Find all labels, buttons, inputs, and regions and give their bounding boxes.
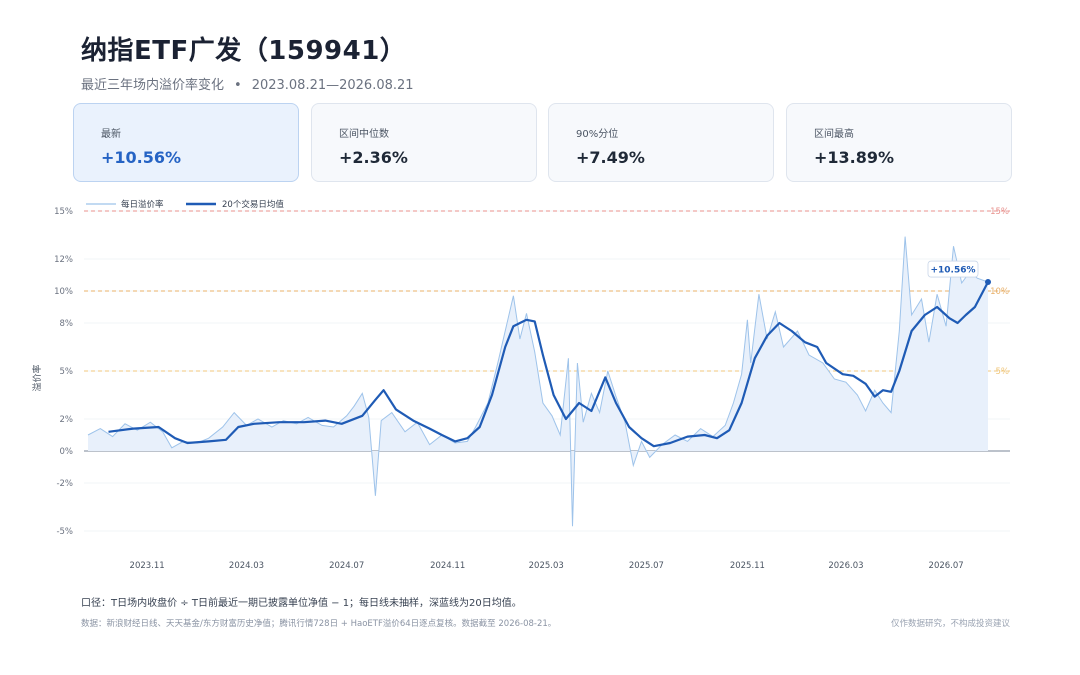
stat-card-latest[interactable]: 最新 +10.56% bbox=[73, 103, 299, 182]
series-line-daily bbox=[87, 236, 989, 527]
y-tick-label: -2% bbox=[56, 479, 73, 489]
reference-label: 5% bbox=[996, 367, 1010, 377]
stat-card-label: 区间最高 bbox=[814, 129, 854, 140]
legend-label-daily: 每日溢价率 bbox=[121, 199, 164, 210]
stat-card-label: 90%分位 bbox=[576, 129, 619, 140]
y-tick-label: 8% bbox=[60, 319, 74, 329]
x-tick-label: 2024.11 bbox=[430, 561, 465, 571]
stat-card-max[interactable]: 区间最高 +13.89% bbox=[786, 103, 1012, 182]
data-source: 数据：新浪财经日线、天天基金/东方财富历史净值；腾讯行情728日 + HaoET… bbox=[81, 619, 557, 629]
y-tick-label: 0% bbox=[60, 447, 74, 457]
reference-label: 10% bbox=[990, 287, 1009, 297]
y-tick-label: 2% bbox=[60, 415, 74, 425]
stat-card-value: +13.89% bbox=[814, 148, 895, 167]
stat-cards: 最新 +10.56% 区间中位数 +2.36% 90%分位 +7.49% 区间最… bbox=[73, 103, 1013, 184]
stat-card-median[interactable]: 区间中位数 +2.36% bbox=[311, 103, 537, 182]
series-line-ma20 bbox=[108, 281, 989, 448]
stat-card-value: +10.56% bbox=[101, 148, 182, 167]
page-title: 纳指ETF广发（159941） bbox=[81, 36, 407, 66]
x-tick-label: 2025.11 bbox=[730, 561, 765, 571]
page-subtitle: 最近三年场内溢价率变化 • 2023.08.21—2026.08.21 bbox=[81, 74, 414, 93]
stat-card-label: 最新 bbox=[101, 129, 121, 140]
y-axis-label: 溢价率 bbox=[31, 364, 43, 391]
x-tick-label: 2024.07 bbox=[329, 561, 364, 571]
x-tick-label: 2024.03 bbox=[229, 561, 264, 571]
x-tick-label: 2026.07 bbox=[929, 561, 964, 571]
legend: 每日溢价率 20个交易日均值 bbox=[86, 199, 284, 210]
stat-card-value: +2.36% bbox=[339, 148, 408, 167]
x-tick-label: 2026.03 bbox=[828, 561, 863, 571]
y-tick-label: 5% bbox=[60, 367, 74, 377]
premium-chart: 15% 10% 5% 15% 12% 10% 8% 5% 2% 0% -2% -5% 2023.11… bbox=[31, 199, 1010, 571]
latest-value-label: +10.56% bbox=[930, 266, 975, 276]
reference-label: 15% bbox=[990, 207, 1009, 217]
x-tick-label: 2023.11 bbox=[130, 561, 165, 571]
date-range: 2023.08.21—2026.08.21 bbox=[251, 78, 414, 93]
latest-point bbox=[985, 279, 991, 286]
stat-card-label: 区间中位数 bbox=[339, 129, 389, 140]
subtitle-separator: • bbox=[234, 78, 242, 93]
disclaimer: 仅作数据研究，不构成投资建议 bbox=[890, 619, 1010, 629]
legend-label-ma: 20个交易日均值 bbox=[222, 199, 284, 210]
y-tick-label: 10% bbox=[54, 287, 73, 297]
subtitle-text: 最近三年场内溢价率变化 bbox=[81, 78, 225, 93]
x-tick-label: 2025.07 bbox=[629, 561, 664, 571]
y-tick-label: 12% bbox=[54, 255, 73, 265]
y-tick-label: 15% bbox=[54, 207, 73, 217]
method-note: 口径：T日场内收盘价 ÷ T日前最近一期已披露单位净值 − 1；每日线未抽样，深… bbox=[81, 598, 522, 609]
x-tick-label: 2025.03 bbox=[529, 561, 564, 571]
y-tick-label: -5% bbox=[56, 527, 73, 537]
stat-card-p90[interactable]: 90%分位 +7.49% bbox=[548, 103, 774, 182]
stat-card-value: +7.49% bbox=[576, 148, 645, 167]
latest-label-box bbox=[927, 260, 979, 278]
daily-area-fill bbox=[88, 236, 988, 527]
